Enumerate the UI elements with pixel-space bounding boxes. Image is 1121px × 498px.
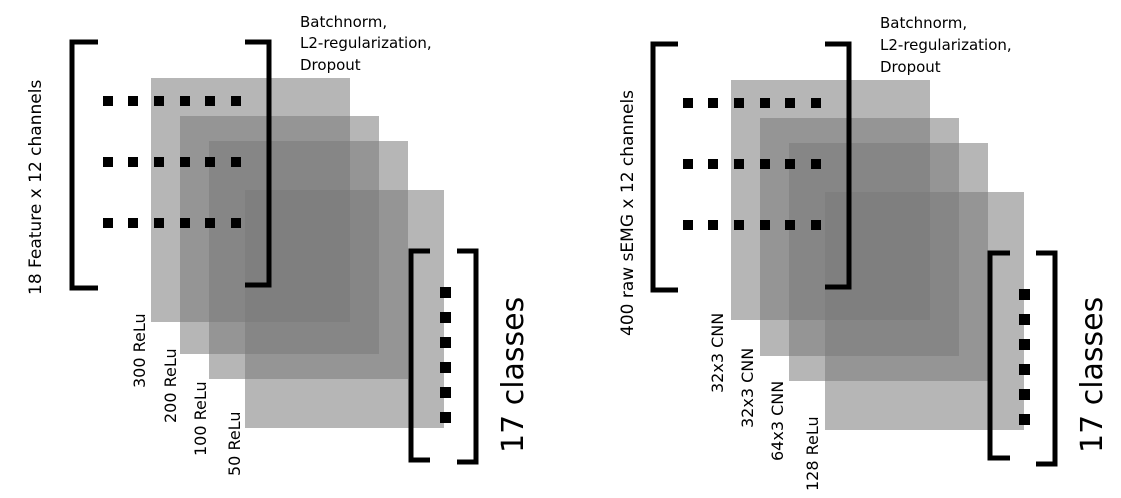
left-layer-label-4: 50 ReLu [225, 412, 244, 476]
right-layer-4 [825, 192, 1024, 430]
right-note: Batchnorm, L2-regularization, Dropout [880, 14, 1016, 76]
right-output-dots [1019, 289, 1030, 425]
right-output-label: 17 classes [1075, 297, 1110, 453]
left-layer-label-3: 100 ReLu [191, 381, 210, 456]
right-input-bracket-open [650, 41, 678, 293]
left-note: Batchnorm, L2-regularization, Dropout [300, 13, 436, 74]
left-output-bracket-open [408, 248, 430, 463]
left-layer-label-2: 200 ReLu [161, 348, 180, 423]
right-input-bracket-close [825, 41, 852, 290]
right-output-bracket-open [987, 250, 1010, 461]
right-input-dots [683, 98, 821, 230]
left-layer-4 [245, 190, 444, 428]
left-output-label: 17 classes [496, 297, 531, 453]
left-input-label: 18 Feature x 12 channels [26, 80, 46, 295]
left-diagram: 18 Feature x 12 channels Batchnorm, L2-r… [26, 13, 531, 476]
right-input-label: 400 raw sEMG x 12 channels [618, 90, 638, 336]
left-output-dots [440, 287, 451, 423]
right-output-bracket-close [1036, 250, 1058, 467]
right-layer-label-3: 64x3 CNN [768, 381, 787, 461]
right-diagram: 400 raw sEMG x 12 channels Batchnorm, L2… [618, 14, 1110, 491]
left-input-bracket-close [245, 39, 272, 288]
right-layer-label-2: 32x3 CNN [738, 348, 757, 428]
left-input-bracket-open [69, 39, 98, 291]
left-input-dots [103, 96, 241, 228]
right-layer-label-4: 128 ReLu [803, 416, 822, 491]
left-layer-label-1: 300 ReLu [130, 313, 149, 388]
right-layer-label-1: 32x3 CNN [708, 313, 727, 393]
left-output-bracket-close [457, 248, 479, 465]
